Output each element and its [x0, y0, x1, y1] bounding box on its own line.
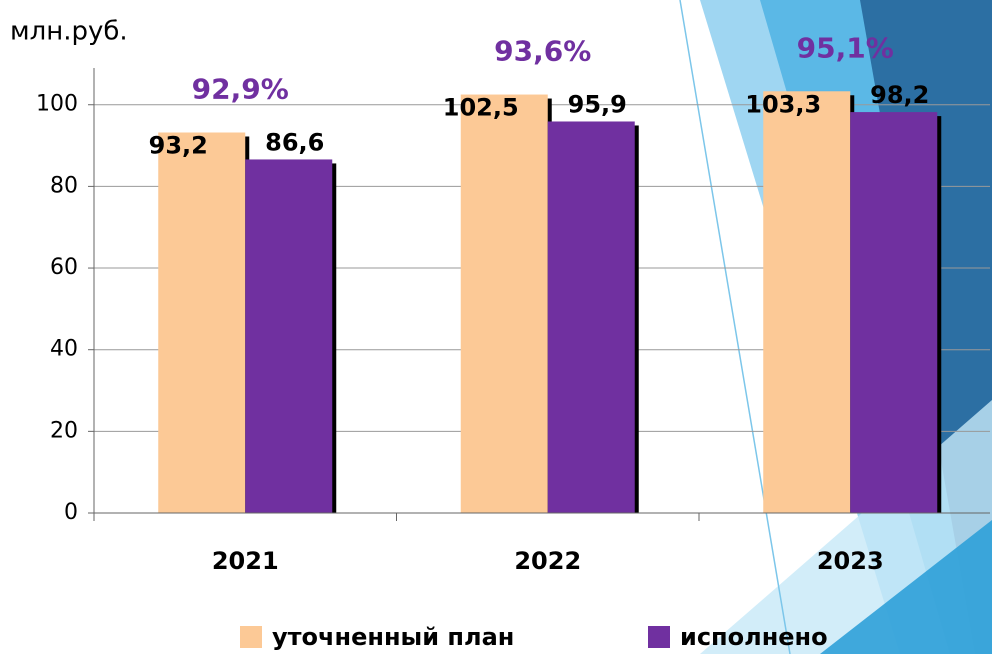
bar [763, 91, 851, 514]
legend-label: исполнено [680, 623, 828, 651]
x-tick-label: 2021 [212, 547, 279, 575]
value-label: 102,5 [443, 94, 519, 122]
y-axis-label: млн.руб. [10, 17, 128, 47]
value-label: 93,2 [149, 132, 208, 160]
y-tick-label: 40 [50, 337, 78, 362]
legend-swatch [240, 626, 262, 648]
x-tick-label: 2022 [514, 547, 581, 575]
y-tick-label: 60 [50, 255, 78, 280]
legend-swatch [648, 626, 670, 648]
bar [460, 94, 548, 514]
x-tick-label: 2023 [817, 547, 884, 575]
y-tick-label: 0 [64, 500, 78, 525]
y-tick-label: 100 [36, 92, 78, 117]
bar [547, 121, 635, 513]
bar [158, 132, 246, 514]
value-label: 95,9 [568, 90, 627, 118]
y-tick-label: 80 [50, 173, 78, 198]
value-label: 86,6 [265, 128, 324, 156]
bar [850, 112, 938, 514]
y-tick-label: 20 [50, 418, 78, 443]
percent-annotation: 93,6% [494, 35, 591, 68]
percent-annotation: 92,9% [192, 73, 289, 106]
value-label: 103,3 [745, 90, 821, 118]
value-label: 98,2 [870, 81, 929, 109]
bar [245, 159, 333, 514]
percent-annotation: 95,1% [797, 31, 894, 64]
legend-label: уточненный план [272, 623, 514, 651]
